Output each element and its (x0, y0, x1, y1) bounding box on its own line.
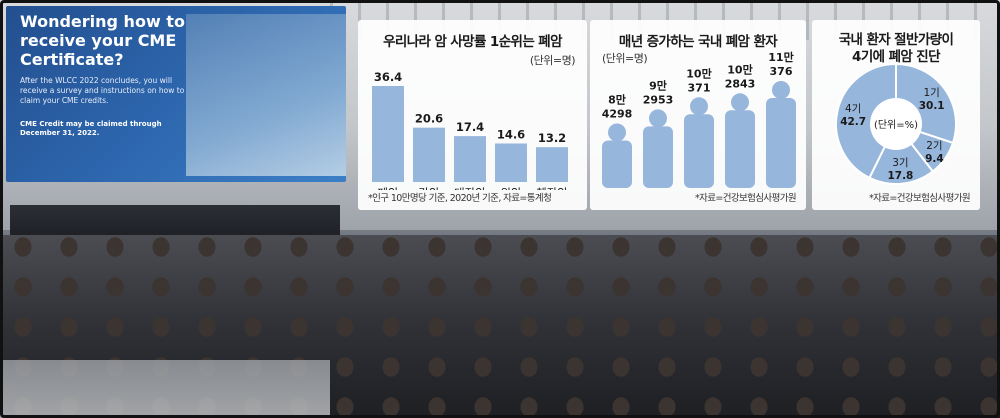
death-rate-title: 우리나라 암 사망률 1순위는 폐암 (383, 34, 562, 50)
screen-title: Wondering how to receive your CME Certif… (20, 12, 185, 69)
stage-slice-value: 30.1 (919, 100, 945, 112)
death-rate-category-label: 위암 (500, 186, 522, 190)
death-rate-source: *인구 10만명당 기준, 2020년 기준, 자료=통계청 (368, 193, 552, 204)
stage-slice-value: 17.8 (887, 170, 913, 182)
stage-panel: 국내 환자 절반가량이 4기에 폐암 진단 1기 30.1 2기 9.4 3기 17.8 4… (812, 20, 980, 210)
patients-bar (643, 126, 673, 188)
screen-note: CME Credit may be claimed through Decemb… (20, 120, 162, 137)
death-rate-value-label: 17.4 (456, 120, 484, 134)
stage-title-line-1: 국내 환자 절반가량이 (838, 32, 954, 48)
patients-bar (602, 140, 632, 188)
patients-bar-head (731, 93, 749, 112)
death-rate-value-label: 13.2 (538, 131, 566, 145)
patients-bar-head (772, 81, 790, 99)
patients-value-label-top: 10만 (686, 66, 711, 80)
patients-value-label-bottom: 371 (688, 81, 711, 94)
death-rate-bar (536, 147, 568, 182)
death-rate-unit: (단위=명) (529, 54, 576, 67)
stage-slice-label: 3기 (892, 157, 908, 169)
stage-slice (835, 62, 897, 180)
stage-slice-value: 9.4 (925, 153, 944, 165)
patients-unit: (단위=명) (602, 52, 648, 65)
stage-title-line-2: 4기에 폐암 진단 (852, 49, 941, 65)
patients-bar-head (608, 123, 626, 142)
floor (0, 360, 330, 418)
screen-photo (186, 14, 346, 176)
patients-bar (725, 110, 755, 188)
death-rate-panel: 우리나라 암 사망률 1순위는 폐암 (단위=명) 36.4 폐암 20.6 간암 17… (358, 20, 587, 210)
patients-bar-head (649, 109, 667, 128)
death-rate-value-label: 20.6 (415, 112, 443, 126)
patients-value-label-bottom: 2953 (643, 93, 674, 106)
patients-value-label-bottom: 376 (770, 65, 793, 78)
death-rate-category-label: 대장암 (454, 186, 486, 190)
death-rate-bar (454, 136, 486, 182)
patients-value-label-top: 11만 (768, 50, 793, 64)
patients-bar (766, 98, 796, 188)
death-rate-category-label: 간암 (418, 186, 440, 190)
patients-value-label-top: 10만 (727, 62, 752, 76)
patients-bar (684, 114, 714, 188)
patients-title: 매년 증가하는 국내 폐암 환자 (618, 34, 778, 50)
death-rate-value-label: 36.4 (374, 70, 402, 84)
patients-source: *자료=건강보험심사평가원 (694, 193, 797, 204)
death-rate-bar (495, 143, 527, 182)
death-rate-bar (413, 127, 445, 182)
patients-bar-head (690, 97, 708, 116)
stage-donut-hole (870, 98, 922, 150)
stage-center-label: (단위=%) (874, 118, 918, 131)
stage-source: *자료=건강보험심사평가원 (868, 193, 971, 204)
death-rate-bar (372, 86, 404, 182)
stage-slice-label: 2기 (926, 140, 942, 152)
stage-slice (868, 122, 935, 185)
death-rate-value-label: 14.6 (497, 127, 525, 141)
patients-value-label-top: 9만 (649, 78, 667, 92)
patients-panel: 매년 증가하는 국내 폐암 환자 (단위=명) 8만42982017년9만295… (590, 20, 806, 210)
death-rate-category-label: 췌장암 (536, 186, 568, 190)
patients-chart: 8만42982017년9만2953201810만371201910만284320… (602, 50, 796, 188)
stage-slice-value: 42.7 (840, 116, 866, 128)
patients-value-label-bottom: 2843 (725, 77, 756, 90)
death-rate-category-label: 폐암 (377, 186, 399, 190)
stage-slice-label: 1기 (924, 87, 940, 99)
patients-value-label-bottom: 4298 (602, 107, 633, 120)
screen-body-text: After the WLCC 2022 concludes, you will … (20, 76, 185, 105)
patients-value-label-top: 8만 (608, 92, 626, 106)
death-rate-chart: 36.4 폐암 20.6 간암 17.4 대장암 14.6 위암 13.2 췌장암 (372, 70, 568, 190)
stage-slice-label: 4기 (845, 103, 861, 115)
presentation-screen: Wondering how to receive your CME Certif… (6, 6, 346, 182)
